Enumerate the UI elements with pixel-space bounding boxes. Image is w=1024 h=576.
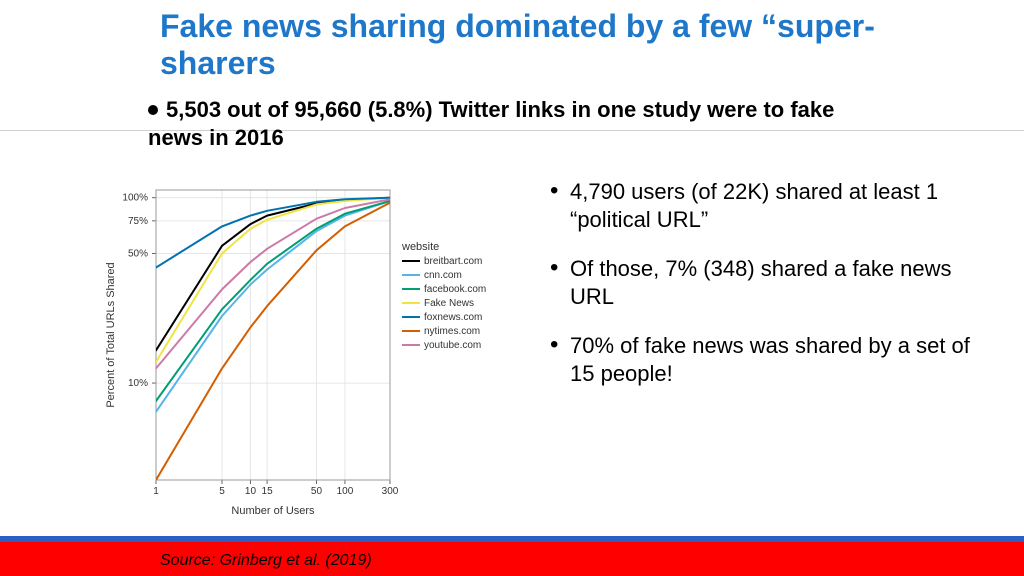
svg-text:10%: 10%	[128, 378, 148, 389]
svg-text:50%: 50%	[128, 248, 148, 259]
bullet-list: 4,790 users (of 22K) shared at least 1 “…	[550, 178, 990, 409]
bullet-item: Of those, 7% (348) shared a fake news UR…	[550, 255, 990, 310]
svg-text:website: website	[401, 241, 439, 253]
svg-text:Number of Users: Number of Users	[231, 505, 315, 517]
svg-text:breitbart.com: breitbart.com	[424, 256, 482, 267]
svg-text:5: 5	[219, 486, 225, 497]
svg-text:Percent of Total URLs Shared: Percent of Total URLs Shared	[105, 262, 117, 407]
svg-text:10: 10	[245, 486, 257, 497]
slide: { "title": { "text": "Fake news sharing …	[0, 0, 1024, 576]
subhead: 5,503 out of 95,660 (5.8%) Twitter links…	[148, 96, 888, 151]
svg-text:1: 1	[153, 486, 159, 497]
source-citation: Source: Grinberg et al. (2019)	[160, 552, 372, 570]
svg-text:75%: 75%	[128, 216, 148, 227]
bullet-item: 4,790 users (of 22K) shared at least 1 “…	[550, 178, 990, 233]
subhead-text: 5,503 out of 95,660 (5.8%) Twitter links…	[148, 97, 834, 150]
svg-text:youtube.com: youtube.com	[424, 340, 481, 351]
chart: 1510155010030010%50%75%100%Number of Use…	[100, 180, 520, 520]
footer-red-bar	[0, 542, 1024, 576]
svg-text:300: 300	[382, 486, 399, 497]
chart-svg: 1510155010030010%50%75%100%Number of Use…	[100, 180, 520, 520]
bullet-item: 70% of fake news was shared by a set of …	[550, 332, 990, 387]
svg-text:cnn.com: cnn.com	[424, 270, 462, 281]
bullet-dot	[148, 105, 158, 115]
subhead-wrap: 5,503 out of 95,660 (5.8%) Twitter links…	[148, 96, 888, 151]
svg-text:15: 15	[262, 486, 274, 497]
svg-text:100%: 100%	[122, 193, 148, 204]
svg-text:foxnews.com: foxnews.com	[424, 312, 482, 323]
svg-text:nytimes.com: nytimes.com	[424, 326, 480, 337]
svg-text:100: 100	[337, 486, 354, 497]
slide-title: Fake news sharing dominated by a few “su…	[160, 8, 880, 82]
svg-text:50: 50	[311, 486, 323, 497]
svg-text:facebook.com: facebook.com	[424, 284, 486, 295]
svg-text:Fake News: Fake News	[424, 298, 474, 309]
